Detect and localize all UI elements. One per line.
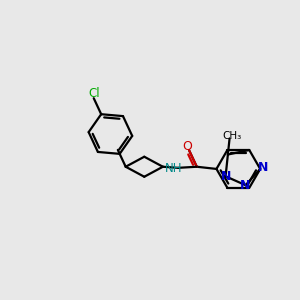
Text: CH₃: CH₃ [223, 131, 242, 141]
Text: NH: NH [164, 162, 182, 175]
Text: N: N [220, 170, 231, 183]
Text: N: N [257, 161, 268, 174]
Text: N: N [239, 179, 250, 192]
Text: O: O [182, 140, 192, 153]
Text: Cl: Cl [88, 87, 100, 100]
